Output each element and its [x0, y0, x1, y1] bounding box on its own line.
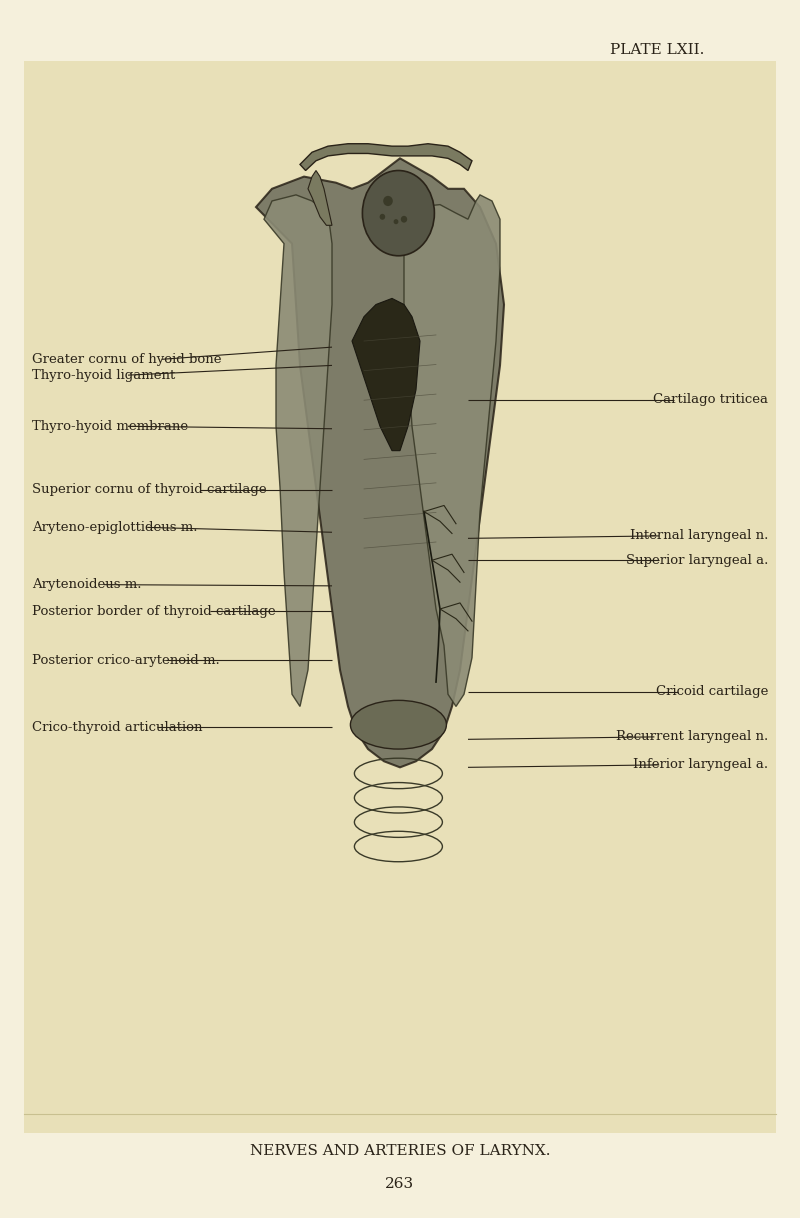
Text: Thyro-hyoid ligament: Thyro-hyoid ligament	[32, 369, 175, 381]
Text: Greater cornu of hyoid bone: Greater cornu of hyoid bone	[32, 353, 222, 365]
Text: Crico-thyroid articulation: Crico-thyroid articulation	[32, 721, 202, 733]
Text: Cartilago triticea: Cartilago triticea	[653, 393, 768, 406]
Ellipse shape	[379, 214, 386, 219]
Polygon shape	[264, 195, 332, 706]
Text: Aryteno-epiglottideus m.: Aryteno-epiglottideus m.	[32, 521, 198, 533]
Ellipse shape	[350, 700, 446, 749]
FancyBboxPatch shape	[24, 61, 776, 1133]
Text: PLATE LXII.: PLATE LXII.	[610, 43, 704, 56]
Text: Superior laryngeal a.: Superior laryngeal a.	[626, 554, 768, 566]
Text: Posterior border of thyroid cartilage: Posterior border of thyroid cartilage	[32, 605, 276, 618]
Text: Recurrent laryngeal n.: Recurrent laryngeal n.	[616, 731, 768, 743]
Ellipse shape	[362, 171, 434, 256]
Text: Cricoid cartilage: Cricoid cartilage	[656, 686, 768, 698]
Text: 263: 263	[386, 1177, 414, 1191]
Text: Internal laryngeal n.: Internal laryngeal n.	[630, 530, 768, 542]
Ellipse shape	[383, 196, 393, 206]
Polygon shape	[256, 158, 504, 767]
Text: Inferior laryngeal a.: Inferior laryngeal a.	[633, 759, 768, 771]
Polygon shape	[404, 195, 500, 706]
Text: NERVES AND ARTERIES OF LARYNX.: NERVES AND ARTERIES OF LARYNX.	[250, 1144, 550, 1158]
Text: Superior cornu of thyroid cartilage: Superior cornu of thyroid cartilage	[32, 484, 266, 496]
Text: Arytenoideus m.: Arytenoideus m.	[32, 579, 142, 591]
Polygon shape	[352, 298, 420, 451]
Text: Posterior crico-arytenoid m.: Posterior crico-arytenoid m.	[32, 654, 220, 666]
Ellipse shape	[401, 216, 407, 223]
Polygon shape	[300, 144, 472, 171]
Polygon shape	[308, 171, 332, 225]
Ellipse shape	[394, 219, 398, 224]
Text: Thyro-hyoid membrane: Thyro-hyoid membrane	[32, 420, 188, 432]
